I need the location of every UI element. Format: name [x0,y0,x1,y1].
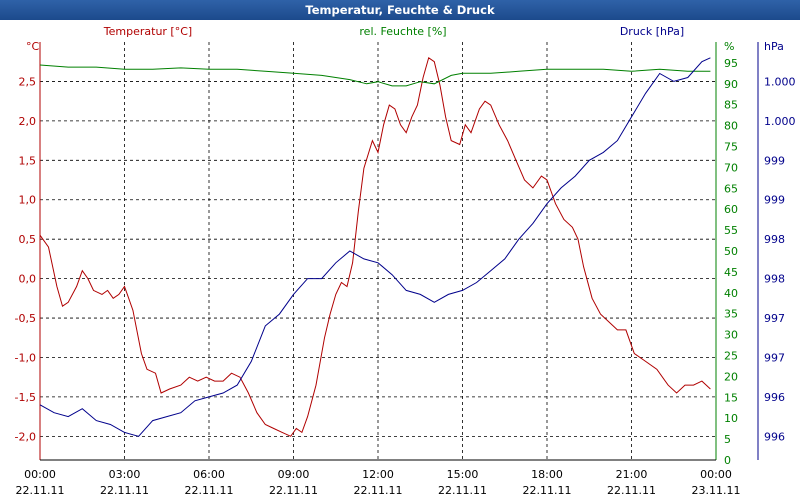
pressure-tick-label: 999 [764,194,785,207]
chart-title-bar: Temperatur, Feuchte & Druck [0,0,800,20]
pressure-tick-label: 998 [764,233,785,246]
x-tick-date-label: 22.11.11 [354,484,403,497]
humidity-tick-label: 60 [724,203,738,216]
temperature-unit-label: °C [26,40,40,53]
labels: 2,5 2,0 1,5 1,0 0,5 0,0 -0,5 -1,0 -1,5 -2,0 95 90 85… [15,25,796,497]
x-tick-date-label: 22.11.11 [269,484,318,497]
temperature-legend: Temperatur [°C] [103,25,192,38]
pressure-unit-label: hPa [764,40,784,53]
humidity-tick-label: 75 [724,141,738,154]
pressure-tick-label: 996 [764,391,785,404]
humidity-tick-label: 45 [724,266,738,279]
humidity-tick-label: 10 [724,412,738,425]
humidity-unit-label: % [724,40,734,53]
humidity-tick-label: 95 [724,57,738,70]
pressure-tick-label: 999 [764,154,785,167]
humidity-tick-label: 40 [724,287,738,300]
pressure-tick-label: 997 [764,351,785,364]
x-tick-time-label: 06:00 [193,468,225,481]
x-tick-date-label: 22.11.11 [523,484,572,497]
temperature-tick-label: 2,5 [19,75,37,88]
humidity-tick-label: 5 [724,433,731,446]
temperature-tick-label: -1,0 [15,351,36,364]
x-tick-time-label: 12:00 [362,468,394,481]
x-tick-date-label: 22.11.11 [185,484,234,497]
humidity-tick-label: 70 [724,161,738,174]
humidity-tick-label: 25 [724,350,738,363]
x-tick-time-label: 15:00 [447,468,479,481]
humidity-tick-label: 15 [724,391,738,404]
temperature-tick-label: 2,0 [19,115,37,128]
humidity-tick-label: 65 [724,182,738,195]
x-tick-time-label: 09:00 [278,468,310,481]
x-tick-time-label: 00:00 [24,468,56,481]
temperature-tick-label: 1,0 [19,194,37,207]
x-tick-time-label: 00:00 [700,468,732,481]
humidity-tick-label: 0 [724,454,731,467]
chart-canvas: 2,5 2,0 1,5 1,0 0,5 0,0 -0,5 -1,0 -1,5 -2,0 95 90 85… [15,25,796,497]
humidity-tick-label: 50 [724,245,738,258]
x-tick-time-label: 21:00 [616,468,648,481]
grid [40,42,716,460]
pressure-tick-label: 998 [764,273,785,286]
pressure-tick-label: 997 [764,312,785,325]
humidity-tick-label: 35 [724,308,738,321]
humidity-legend: rel. Feuchte [%] [359,25,446,38]
temperature-tick-label: 1,5 [19,154,37,167]
humidity-tick-label: 85 [724,99,738,112]
temperature-tick-label: 0,5 [19,233,37,246]
temperature-tick-label: -0,5 [15,312,36,325]
series-line [39,56,711,437]
temperature-tick-label: 0,0 [19,273,37,286]
x-tick-date-label: 22.11.11 [607,484,656,497]
series-line [39,57,711,437]
x-tick-date-label: 22.11.11 [100,484,149,497]
x-tick-time-label: 18:00 [531,468,563,481]
humidity-tick-label: 80 [724,120,738,133]
humidity-tick-label: 90 [724,78,738,91]
temperature-tick-label: -1,5 [15,391,36,404]
humidity-tick-label: 55 [724,224,738,237]
axes [39,42,759,461]
humidity-tick-label: 30 [724,329,738,342]
pressure-tick-label: 1.000 [764,75,796,88]
x-tick-date-label: 22.11.11 [16,484,65,497]
pressure-legend: Druck [hPa] [620,25,684,38]
x-tick-date-label: 23.11.11 [692,484,741,497]
chart-title: Temperatur, Feuchte & Druck [305,3,495,17]
x-tick-date-label: 22.11.11 [438,484,487,497]
series-line [39,64,711,87]
pressure-tick-label: 996 [764,430,785,443]
series [39,56,711,437]
humidity-tick-label: 20 [724,370,738,383]
temperature-tick-label: -2,0 [15,430,36,443]
x-tick-time-label: 03:00 [109,468,141,481]
pressure-tick-label: 1.000 [764,115,796,128]
